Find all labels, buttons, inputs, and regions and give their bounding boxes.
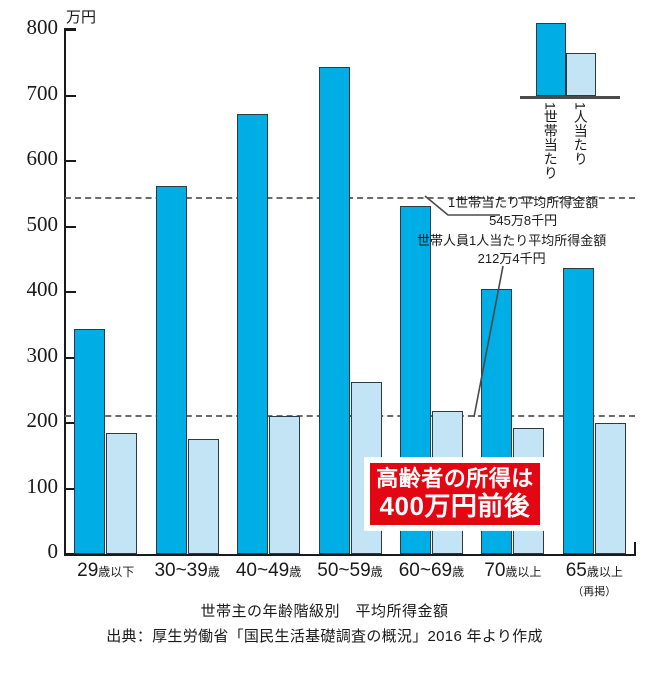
x-axis-group-label: 70歳以上 xyxy=(472,560,553,582)
y-axis-tick-label: 400 xyxy=(26,277,59,301)
y-axis-tick-label: 100 xyxy=(26,473,59,498)
annotation-person-average: 世帯人員1人当たり平均所得金額 212万4千円 xyxy=(417,232,606,267)
x-axis-group-label: 60~69歳 xyxy=(391,560,472,582)
x-label-main: 50~59 xyxy=(317,560,371,581)
bar-household xyxy=(562,268,594,554)
bar-person xyxy=(269,416,301,554)
legend: 1世帯当たり 1人当たり xyxy=(515,10,635,180)
x-axis-group-label: 30~39歳 xyxy=(146,560,227,582)
reference-line xyxy=(65,196,635,199)
x-axis-right-cap xyxy=(634,542,636,556)
bar-household xyxy=(318,66,350,554)
y-axis-tick-label: 700 xyxy=(26,80,59,105)
legend-label-person: 1人当たり xyxy=(572,102,589,166)
x-label-main: 40~49 xyxy=(235,560,290,581)
annotation-household-line1: 1世帯当たり平均所得金額 xyxy=(448,195,599,210)
annotation-household-line2: 545万8千円 xyxy=(489,212,558,228)
x-label-main: 29 xyxy=(77,560,99,581)
y-axis-unit-label: 万円 xyxy=(66,9,97,26)
y-axis-tick xyxy=(64,94,76,97)
annotation-person-line1: 世帯人員1人当たり平均所得金額 xyxy=(417,233,607,248)
callout-box: 高齢者の所得は 400万円前後 xyxy=(365,458,545,530)
y-axis-tick-label: 200 xyxy=(26,408,59,432)
x-label-suffix: 歳 xyxy=(289,565,302,579)
y-axis-tick-label: 0 xyxy=(47,539,59,563)
y-axis-tick-label: 300 xyxy=(26,342,59,367)
y-axis-tick-label: 500 xyxy=(26,211,59,236)
x-label-main: 60~69 xyxy=(398,560,453,581)
callout-line2: 400万円前後 xyxy=(379,490,531,521)
y-axis-tick xyxy=(64,356,76,359)
x-label-suffix: 歳 xyxy=(452,565,465,579)
chart-footer: 世帯主の年齢階級別 平均所得金額 出典：厚生労働省「国民生活基礎調査の概況」20… xyxy=(0,600,649,646)
bar-person xyxy=(187,438,219,554)
callout-line1: 高齢者の所得は xyxy=(376,466,534,492)
x-label-main: 65 xyxy=(565,560,587,581)
x-label-main: 70 xyxy=(484,560,506,581)
bar-person xyxy=(594,423,626,554)
x-label-suffix: 歳 xyxy=(370,565,383,579)
x-label-suffix: 歳 xyxy=(207,565,220,579)
y-axis-tick xyxy=(64,160,76,162)
legend-swatch-person xyxy=(566,53,596,96)
x-label-suffix: 歳以上 xyxy=(505,565,542,579)
footer-source: 出典：厚生労働省「国民生活基礎調査の概況」2016 年より作成 xyxy=(106,628,543,645)
y-axis-tick xyxy=(64,291,76,293)
y-axis-tick-label: 600 xyxy=(26,146,59,170)
bar-household xyxy=(237,114,269,554)
x-axis-group-label: 65歳以上 （再掲） xyxy=(554,560,635,599)
x-axis-line xyxy=(64,554,636,556)
x-label-main: 30~39 xyxy=(154,560,208,581)
x-axis-group-label: 50~59歳 xyxy=(309,560,390,582)
x-label-suffix: 歳以上 xyxy=(586,565,623,579)
legend-baseline xyxy=(520,96,620,99)
reference-line xyxy=(65,414,635,417)
y-axis-tick xyxy=(64,553,76,555)
bar-person xyxy=(106,433,138,554)
bar-household xyxy=(74,328,106,554)
legend-label-household: 1世帯当たり xyxy=(542,102,559,180)
x-axis-group-label: 40~49歳 xyxy=(228,560,309,582)
x-label-sub: （再掲） xyxy=(572,586,617,598)
legend-swatch-household xyxy=(536,23,566,96)
y-axis-tick xyxy=(64,422,76,424)
y-axis-tick-label: 800 xyxy=(26,15,59,39)
y-axis-tick xyxy=(64,29,76,31)
annotation-person-line2: 212万4千円 xyxy=(477,250,546,266)
annotation-household-average: 1世帯当たり平均所得金額 545万8千円 xyxy=(448,194,598,229)
x-label-suffix: 歳以下 xyxy=(98,565,135,579)
bar-household xyxy=(155,185,187,554)
x-axis-group-label: 29歳以下 xyxy=(65,560,146,582)
y-axis-tick xyxy=(64,487,76,490)
y-axis-tick xyxy=(64,225,76,228)
footer-title: 世帯主の年齢階級別 平均所得金額 xyxy=(200,603,449,620)
